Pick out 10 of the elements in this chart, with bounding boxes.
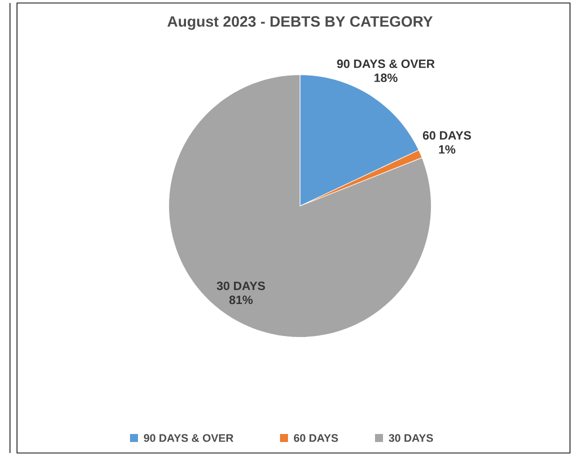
- legend-label: 90 DAYS & OVER: [144, 434, 234, 442]
- slice-label: 60 DAYS: [422, 131, 471, 140]
- data-label: 18%: [374, 74, 398, 82]
- chart-title: August 2023 - DEBTS BY CATEGORY: [167, 16, 433, 30]
- legend-label: 60 DAYS: [294, 434, 338, 442]
- slice-label: 30 DAYS: [216, 282, 265, 290]
- slice-label: 90 DAYS & OVER: [337, 60, 435, 68]
- data-label: 81%: [229, 296, 253, 304]
- data-label: 1%: [439, 145, 456, 154]
- legend-label: 30 DAYS: [388, 434, 433, 442]
